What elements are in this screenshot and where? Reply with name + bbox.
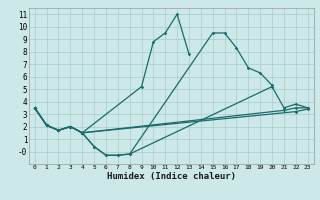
X-axis label: Humidex (Indice chaleur): Humidex (Indice chaleur) — [107, 172, 236, 181]
